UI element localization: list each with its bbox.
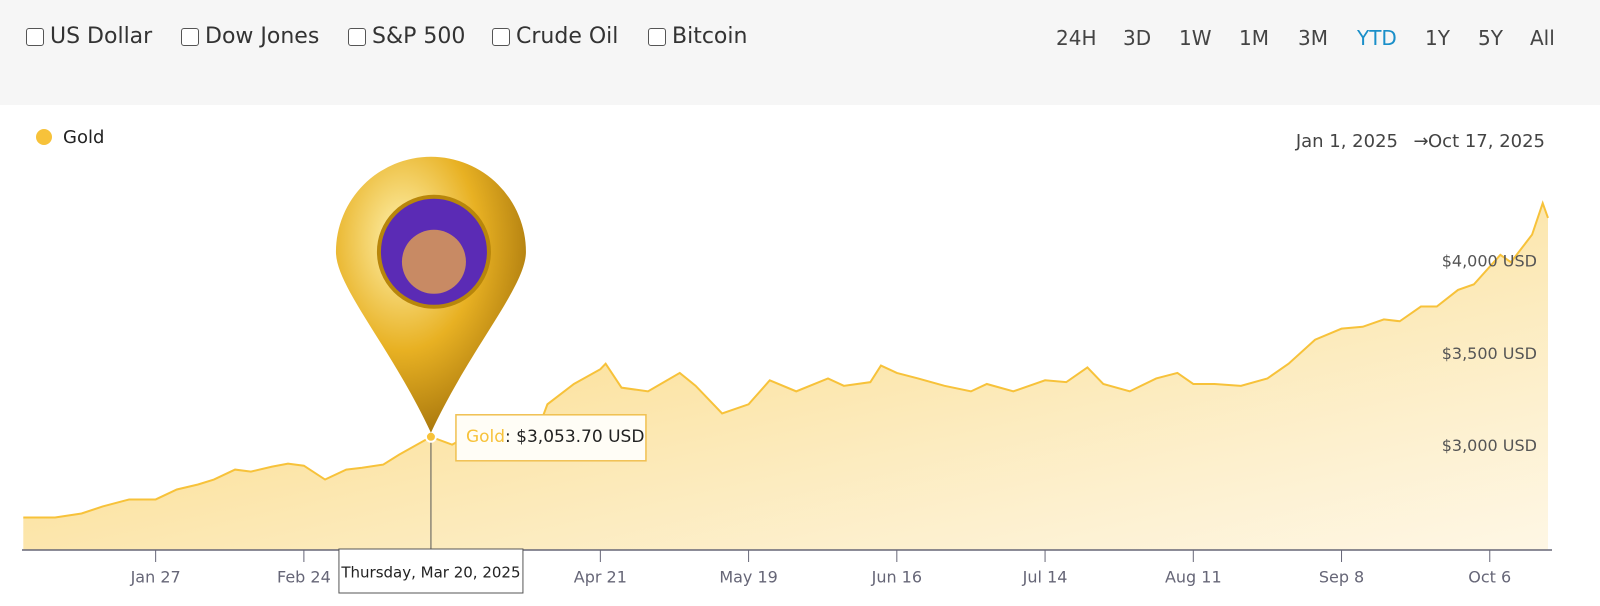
tooltip-series: Gold — [466, 427, 505, 447]
compare-checkbox[interactable]: Crude Oil — [492, 24, 618, 49]
label: 5Y — [1478, 26, 1503, 50]
label: Bitcoin — [672, 24, 748, 49]
x-tick-label: Apr 21 — [574, 568, 627, 587]
range-from: Jan 1, 2025 — [1295, 131, 1398, 152]
compare-checkbox[interactable]: Bitcoin — [648, 24, 747, 49]
label: YTD — [1357, 26, 1397, 50]
x-tick-label: Sep 8 — [1319, 568, 1364, 587]
checkbox[interactable] — [348, 27, 366, 46]
label: All — [1530, 26, 1555, 50]
range-button[interactable]: 3M — [1298, 26, 1328, 50]
legend-marker — [36, 129, 52, 145]
range-button[interactable]: 1M — [1239, 26, 1269, 50]
label: 3D — [1123, 26, 1152, 50]
tooltip-text: Gold: $3,053.70 USD — [466, 427, 644, 447]
tooltip-value: : $3,053.70 USD — [505, 427, 644, 447]
label: S&P 500 — [372, 24, 466, 49]
date-box — [338, 548, 524, 594]
checkbox[interactable] — [648, 27, 666, 46]
range-to: Oct 17, 2025 — [1428, 131, 1545, 152]
range-button[interactable]: YTD — [1357, 26, 1397, 50]
compare-checkbox[interactable]: S&P 500 — [348, 24, 465, 49]
x-tick-label: Jan 27 — [130, 568, 181, 587]
hover-point — [424, 430, 437, 443]
label: 1W — [1179, 26, 1212, 50]
area — [23, 203, 1549, 550]
line — [23, 200, 1549, 519]
compare-checkbox[interactable]: Dow Jones — [181, 24, 319, 49]
range-button[interactable]: 1Y — [1425, 26, 1450, 50]
x-tick-label: Feb 24 — [277, 568, 331, 587]
x-tick-label: Jun 16 — [871, 568, 922, 587]
y-tick-label: $3,500 USD — [1442, 344, 1537, 363]
legend-label: Gold — [63, 127, 104, 148]
range-arrow: → — [1413, 131, 1428, 152]
tooltip-box — [455, 414, 647, 462]
tooltip-date: Thursday, Mar 20, 2025 — [340, 564, 520, 582]
label: US Dollar — [50, 24, 153, 49]
y-tick-label: $4,000 USD — [1442, 252, 1537, 271]
label: Crude Oil — [516, 24, 619, 49]
x-tick-label: Aug 11 — [1165, 568, 1222, 587]
chart: Gold Jan 1, 2025 → Oct 17, 2025 $3,000 USD $3… — [22, 127, 1552, 594]
x-tick-label: Oct 6 — [1468, 568, 1511, 587]
range-button[interactable]: 5Y — [1478, 26, 1503, 50]
label: 1Y — [1425, 26, 1450, 50]
x-tick-label: May 19 — [719, 568, 778, 587]
checkbox[interactable] — [26, 27, 44, 46]
range-button[interactable]: All — [1530, 26, 1555, 50]
range-button[interactable]: 24H — [1056, 26, 1097, 50]
avatar-face — [401, 229, 466, 294]
label: 1M — [1239, 26, 1269, 50]
range-button[interactable]: 1W — [1179, 26, 1212, 50]
compare-checkbox[interactable]: US Dollar — [26, 24, 152, 49]
label: 24H — [1056, 26, 1097, 50]
label: Dow Jones — [205, 24, 320, 49]
checkbox[interactable] — [492, 27, 510, 46]
label: 3M — [1298, 26, 1328, 50]
x-tick-label: Jul 14 — [1022, 568, 1068, 587]
range-button[interactable]: 3D — [1123, 26, 1151, 50]
checkbox[interactable] — [181, 27, 199, 46]
toolbar: US Dollar Dow Jones S&P 500 Crude Oil Bitcoi… — [0, 0, 1600, 105]
y-tick-label: $3,000 USD — [1442, 436, 1537, 455]
